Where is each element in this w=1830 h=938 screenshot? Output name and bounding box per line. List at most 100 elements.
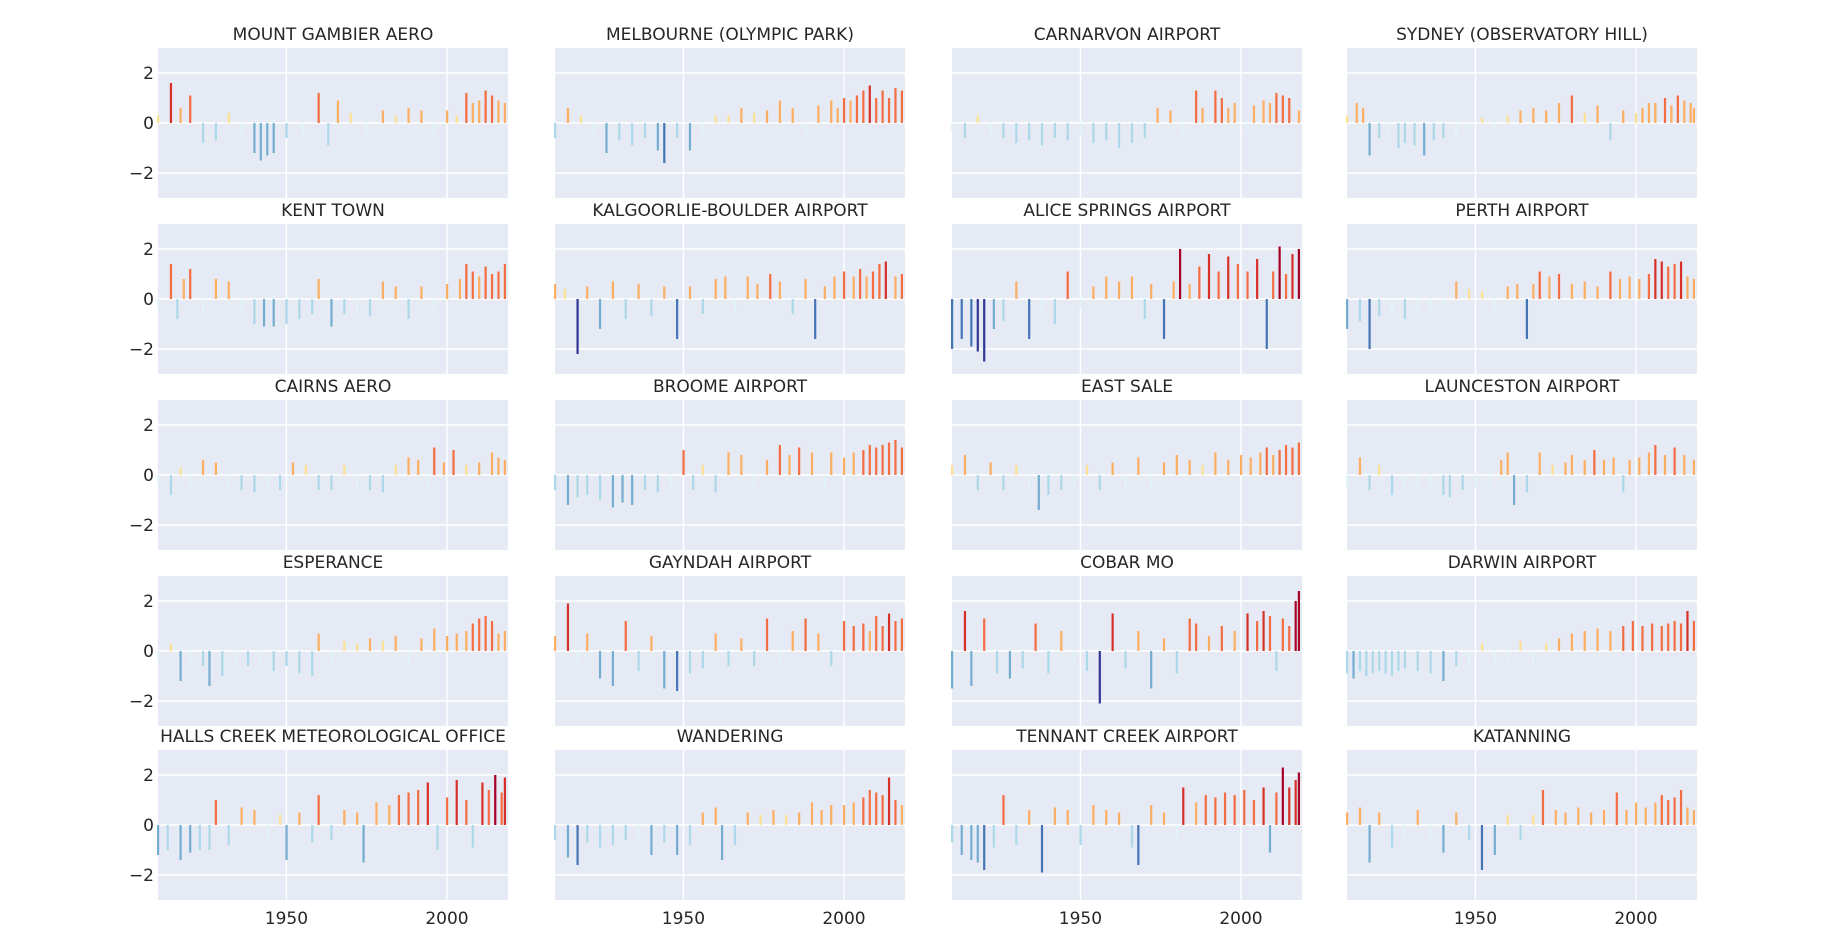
bar — [740, 455, 743, 475]
bar — [746, 276, 749, 299]
panel-title: COBAR MO — [1080, 553, 1174, 573]
bar — [1429, 651, 1432, 674]
bar — [1663, 98, 1667, 123]
bar — [330, 475, 333, 490]
bar — [1275, 93, 1278, 123]
panel-title: SYDNEY (OBSERVATORY HILL) — [1396, 25, 1648, 45]
bar — [833, 276, 836, 299]
bar — [1233, 631, 1236, 651]
bar — [992, 825, 995, 848]
bar — [343, 641, 346, 651]
y-tick-label: −2 — [129, 340, 154, 360]
bar — [1034, 623, 1037, 651]
bar — [881, 626, 884, 651]
panel-title: MOUNT GAMBIER AERO — [233, 25, 434, 45]
bar — [407, 457, 410, 475]
bar — [1403, 825, 1406, 838]
bar — [1195, 623, 1198, 651]
bar — [976, 115, 979, 123]
bar — [343, 810, 346, 825]
bar — [1390, 825, 1394, 848]
bar — [887, 98, 891, 123]
bar — [1532, 651, 1535, 664]
bar — [765, 460, 769, 475]
bar — [1602, 460, 1606, 475]
bar — [976, 475, 979, 490]
y-tick-label: −2 — [129, 164, 154, 184]
bar — [995, 651, 999, 674]
bar — [266, 123, 269, 156]
bar — [1252, 105, 1256, 123]
bar — [1480, 291, 1484, 299]
bar — [1557, 274, 1561, 299]
bar — [166, 825, 169, 850]
bar — [490, 621, 494, 651]
bar — [1204, 795, 1207, 825]
bar — [1660, 626, 1663, 651]
bar — [494, 775, 497, 825]
bar — [894, 800, 897, 825]
bar — [1506, 115, 1509, 123]
bar — [1609, 271, 1612, 299]
bar — [490, 274, 494, 299]
bar — [362, 825, 365, 863]
bar — [554, 123, 557, 138]
bar — [1541, 790, 1545, 825]
bar — [394, 115, 397, 123]
bar — [983, 825, 986, 870]
bar — [887, 613, 891, 651]
bar — [701, 651, 704, 669]
bar — [394, 286, 397, 299]
bar — [407, 299, 410, 319]
bar — [1519, 641, 1522, 651]
x-tick-label: 2000 — [425, 909, 468, 929]
bar — [650, 825, 653, 855]
bar — [1525, 475, 1529, 493]
bar — [279, 475, 282, 490]
bar — [598, 299, 602, 329]
bar — [1679, 790, 1683, 825]
bar — [960, 299, 963, 339]
panel: KENT TOWN 2 0 −2 — [129, 201, 508, 374]
bar — [1593, 450, 1596, 475]
bar — [727, 115, 730, 123]
bar — [1683, 455, 1686, 475]
bar — [740, 108, 743, 123]
bar — [1673, 797, 1676, 825]
panel: SYDNEY (OBSERVATORY HILL) — [1346, 25, 1697, 198]
panel-title: GAYNDAH AIRPORT — [649, 553, 812, 573]
bar — [1596, 105, 1599, 123]
bar — [445, 284, 449, 299]
bar — [701, 299, 704, 314]
bar — [1493, 825, 1496, 855]
bar — [566, 603, 570, 651]
bar — [1651, 623, 1654, 651]
bar — [1564, 812, 1567, 825]
bar — [1638, 279, 1641, 299]
bar — [1281, 767, 1284, 825]
panel-title: CARNARVON AIRPORT — [1034, 25, 1221, 45]
bar — [1137, 457, 1140, 475]
bar — [592, 123, 595, 136]
bar — [576, 475, 579, 498]
bar — [253, 475, 256, 493]
bar — [503, 777, 506, 825]
bar — [1246, 123, 1249, 131]
bar — [433, 447, 436, 475]
bar — [497, 100, 500, 123]
bar — [1442, 651, 1445, 681]
bar — [417, 790, 420, 825]
bar — [1162, 462, 1166, 475]
bar — [611, 825, 614, 845]
bar — [1021, 651, 1024, 669]
bar — [1130, 276, 1134, 299]
panel-title: TENNANT CREEK AIRPORT — [1015, 727, 1238, 747]
bar — [970, 299, 973, 347]
bar — [1403, 123, 1406, 143]
bar — [1028, 475, 1031, 488]
bar — [576, 825, 579, 865]
bar — [157, 299, 160, 307]
bar — [1275, 792, 1278, 825]
bar — [1358, 651, 1362, 671]
bar — [650, 636, 653, 651]
